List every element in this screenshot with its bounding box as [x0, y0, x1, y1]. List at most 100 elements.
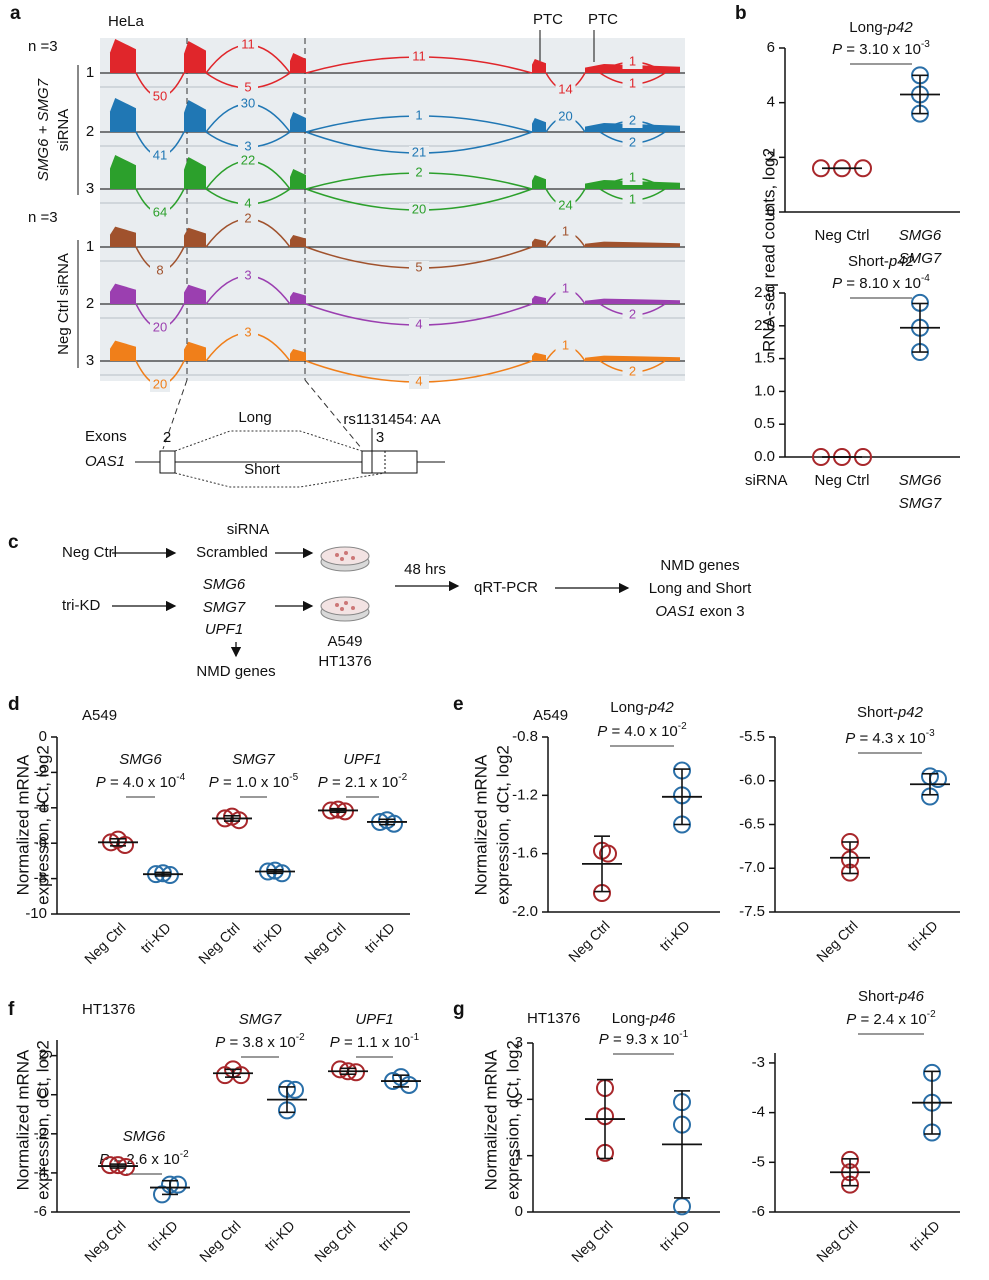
- p-value: P = 4.0 x 10-2: [597, 721, 687, 740]
- junction-count: 3: [244, 324, 251, 339]
- junction-count: 20: [558, 108, 572, 123]
- junction-count: 2: [629, 306, 636, 321]
- p-text: = 4.3 x 10: [855, 730, 925, 747]
- p-exponent: -4: [176, 772, 185, 783]
- p-exponent: -2: [678, 721, 687, 732]
- wf-gene: SMG6: [203, 576, 246, 593]
- long-label: Long: [238, 409, 271, 426]
- chart-title: Short-p42: [848, 253, 915, 270]
- y-tick-label: 2.0: [754, 317, 775, 334]
- p-value: P = 1.1 x 10-1: [330, 1032, 420, 1051]
- x-tick-label: tri-KD: [261, 1217, 298, 1254]
- junction-label-bg: [409, 375, 429, 389]
- y-tick-label: 6: [767, 39, 775, 56]
- panel-label: b: [735, 3, 747, 24]
- junction-count: 20: [153, 376, 167, 391]
- junction-label-bg: [238, 212, 258, 226]
- data-point: [599, 844, 617, 863]
- exon-number: 3: [376, 429, 384, 446]
- group-label: siRNA: [55, 109, 72, 152]
- junction-count: 14: [558, 81, 572, 96]
- wf-cell-line: HT1376: [318, 653, 371, 670]
- short-junction: [174, 472, 386, 488]
- junction-label-bg: [409, 166, 429, 180]
- p-text: = 9.3 x 10: [609, 1031, 679, 1048]
- coverage: [585, 241, 680, 247]
- junction-count: 2: [415, 164, 422, 179]
- junction-label-bg: [150, 264, 170, 278]
- y-axis-label: Normalized mRNA: [471, 754, 490, 895]
- x-tick-label: tri-KD: [656, 1217, 693, 1254]
- y-tick-label: 2: [515, 1090, 523, 1107]
- junction-label-bg: [555, 199, 576, 213]
- wf-tri-kd: tri-KD: [62, 597, 100, 614]
- junction-label-bg: [238, 154, 258, 168]
- junction-label-bg: [622, 77, 643, 91]
- x-tick-label: tri-KD: [375, 1217, 412, 1254]
- exon: exon 3: [695, 603, 744, 620]
- junction-count: 11: [241, 36, 255, 51]
- short-label: Short: [244, 461, 281, 478]
- coverage: [184, 41, 206, 73]
- group-label: SMG6: [119, 751, 162, 768]
- p-text: = 3.10 x 10: [842, 41, 921, 58]
- junction-label-bg: [150, 90, 170, 104]
- junction-label-bg: [238, 269, 258, 283]
- p-exponent: -1: [679, 1029, 688, 1040]
- title-italic: p46: [649, 1010, 676, 1027]
- y-tick-label: -0.8: [512, 728, 538, 745]
- group-label: SMG6: [123, 1128, 166, 1145]
- panel-label: a: [10, 3, 21, 24]
- y-tick-label: 0: [39, 728, 47, 745]
- x-tick-label: Neg Ctrl: [311, 1217, 359, 1265]
- x-tick-label: Neg Ctrl: [81, 1217, 129, 1265]
- x-tick-label: SMG7: [899, 495, 942, 512]
- junction-count: 41: [153, 147, 167, 162]
- junction-label-bg: [238, 326, 258, 340]
- panel-label: d: [8, 694, 20, 715]
- wf-assay: qRT-PCR: [474, 579, 538, 596]
- junction-count: 1: [629, 169, 636, 184]
- group-label: SMG7: [239, 1011, 282, 1028]
- junction-count: 5: [415, 259, 422, 274]
- p-symbol: P: [330, 1034, 340, 1051]
- x-tick-label: Neg Ctrl: [196, 1217, 244, 1265]
- workflow: Neg Ctrl siRNA Scrambled tri-KD SMG6 SMG…: [62, 521, 752, 680]
- p-symbol: P: [832, 41, 842, 58]
- exon-number: 2: [163, 429, 171, 446]
- p-symbol: P: [209, 774, 219, 791]
- junction-count: 20: [412, 201, 426, 216]
- y-tick-label: -6: [752, 1203, 765, 1220]
- x-tick-label: Neg Ctrl: [813, 917, 861, 965]
- y-axis-label: Normalized mRNA: [481, 1049, 500, 1190]
- coverage: [290, 112, 306, 132]
- panel-label: f: [8, 999, 15, 1020]
- y-tick-label: 3: [515, 1034, 523, 1051]
- snp-label: rs1131454: AA: [343, 411, 440, 428]
- y-tick-label: -6: [34, 834, 47, 851]
- junction-count: 2: [244, 210, 251, 225]
- coverage: [532, 175, 546, 189]
- p-text: = 2.1 x 10: [328, 774, 398, 791]
- y-axis-label: expression, dCt, log2: [33, 745, 52, 905]
- wf-gene: UPF1: [205, 621, 243, 638]
- y-tick-label: 4: [767, 94, 775, 111]
- x-tick-label: tri-KD: [904, 917, 941, 954]
- wf-cell-line: A549: [327, 633, 362, 650]
- ptc-label: PTC: [533, 11, 563, 28]
- y-tick-label: 0.0: [754, 448, 775, 465]
- replicate-label: 2: [86, 123, 94, 140]
- junction-label-bg: [622, 308, 643, 322]
- junction-count: 50: [153, 88, 167, 103]
- y-axis-label: expression, dCt, log2: [33, 1040, 52, 1200]
- y-tick-label: -2: [34, 1125, 47, 1142]
- junction-count: 1: [415, 107, 422, 122]
- y-tick-label: -2: [34, 763, 47, 780]
- p-text: = 1.0 x 10: [219, 774, 289, 791]
- p-value: P = 3.8 x 10-2: [215, 1032, 305, 1051]
- data-point: [109, 1156, 127, 1175]
- n-label: n =3: [28, 38, 58, 55]
- x-tick-label: Neg Ctrl: [565, 917, 613, 965]
- p-text: = 2.6 x 10: [109, 1151, 179, 1168]
- replicate-label: 3: [86, 180, 94, 197]
